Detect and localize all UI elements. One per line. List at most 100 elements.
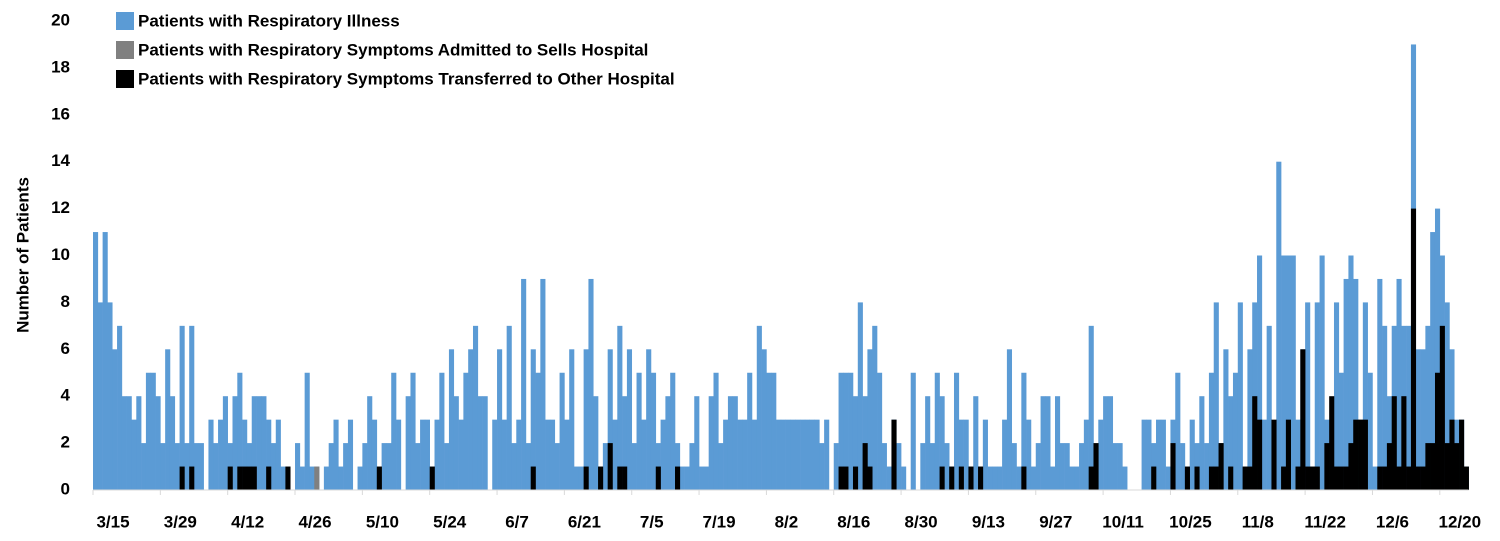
bar: [1199, 396, 1205, 490]
bar: [117, 325, 123, 490]
bar: [1338, 466, 1344, 490]
y-tick-label: 12: [51, 198, 70, 217]
bar: [1189, 419, 1195, 490]
bar: [1281, 255, 1287, 490]
bar: [1208, 372, 1215, 490]
bar: [953, 372, 960, 490]
x-tick-label: 3/29: [164, 512, 197, 531]
bar: [237, 466, 243, 490]
bar: [415, 443, 421, 490]
bar: [1045, 396, 1051, 490]
bar: [256, 396, 262, 490]
bar: [809, 419, 815, 490]
bar: [1406, 466, 1412, 490]
bar: [1093, 443, 1099, 490]
bar: [1021, 466, 1027, 490]
bar: [838, 466, 844, 490]
bar: [549, 419, 556, 490]
bar: [665, 396, 671, 490]
bar: [718, 443, 724, 490]
bar: [1454, 443, 1460, 490]
bar: [939, 466, 945, 490]
bar: [299, 466, 305, 490]
bar: [588, 278, 594, 490]
bar: [958, 466, 964, 490]
bar: [1242, 466, 1248, 490]
bar: [872, 325, 878, 490]
bar: [1300, 349, 1306, 490]
bar: [1141, 419, 1147, 490]
bar: [1040, 396, 1046, 490]
bar: [198, 443, 204, 490]
bar: [838, 372, 844, 490]
bar: [617, 325, 623, 490]
x-tick-label: 11/22: [1304, 512, 1346, 531]
bar: [583, 349, 589, 490]
bar: [747, 372, 753, 490]
bar: [1151, 466, 1157, 490]
x-tick-label: 12/20: [1439, 512, 1482, 531]
bar: [982, 419, 988, 490]
bar: [559, 372, 565, 490]
bar: [1021, 372, 1027, 490]
bar: [617, 466, 623, 490]
bar: [1305, 466, 1311, 490]
bar: [636, 372, 642, 490]
bar: [208, 419, 214, 490]
bar: [1324, 443, 1330, 490]
bar: [444, 443, 450, 490]
bar: [1319, 255, 1325, 490]
bar: [602, 443, 608, 490]
bar: [396, 419, 402, 490]
bar: [391, 372, 397, 490]
bar: [1285, 255, 1291, 490]
bar: [583, 466, 589, 490]
bar: [121, 396, 127, 490]
bar: [131, 419, 137, 490]
x-tick-label: 4/26: [298, 512, 331, 531]
x-tick-label: 11/8: [1242, 512, 1274, 531]
bar: [429, 466, 435, 490]
bar: [800, 419, 806, 490]
bar: [1252, 396, 1258, 490]
bar: [1006, 349, 1013, 490]
bar: [1247, 466, 1253, 490]
bar: [574, 466, 580, 490]
bar: [530, 466, 536, 490]
bar: [929, 443, 936, 490]
bar: [963, 419, 969, 490]
x-tick-label: 9/13: [972, 512, 1005, 531]
bar: [516, 419, 522, 490]
bar: [179, 325, 185, 490]
legend-swatch: [116, 12, 134, 30]
bar: [362, 443, 368, 490]
bar: [102, 232, 108, 491]
bar: [242, 466, 248, 490]
bar: [266, 466, 272, 490]
bar: [545, 419, 551, 490]
bar: [939, 396, 945, 490]
bar: [232, 396, 238, 490]
x-tick-label: 8/2: [775, 512, 799, 531]
bar: [448, 349, 455, 490]
bar: [756, 325, 762, 490]
bar: [1343, 278, 1349, 490]
bar: [1050, 466, 1056, 490]
bar: [530, 349, 536, 490]
bar: [434, 419, 440, 490]
bar: [463, 372, 469, 490]
bar: [1088, 466, 1094, 490]
bar: [1372, 466, 1378, 490]
bar: [554, 443, 560, 490]
bar: [1338, 372, 1344, 490]
bar: [275, 419, 281, 490]
bar: [1059, 443, 1065, 490]
bar: [689, 443, 695, 490]
y-tick-label: 8: [61, 292, 70, 311]
bar: [598, 466, 604, 490]
bar: [1064, 443, 1070, 490]
bar: [910, 372, 916, 490]
x-tick-label: 10/25: [1169, 512, 1212, 531]
bar: [949, 466, 955, 490]
